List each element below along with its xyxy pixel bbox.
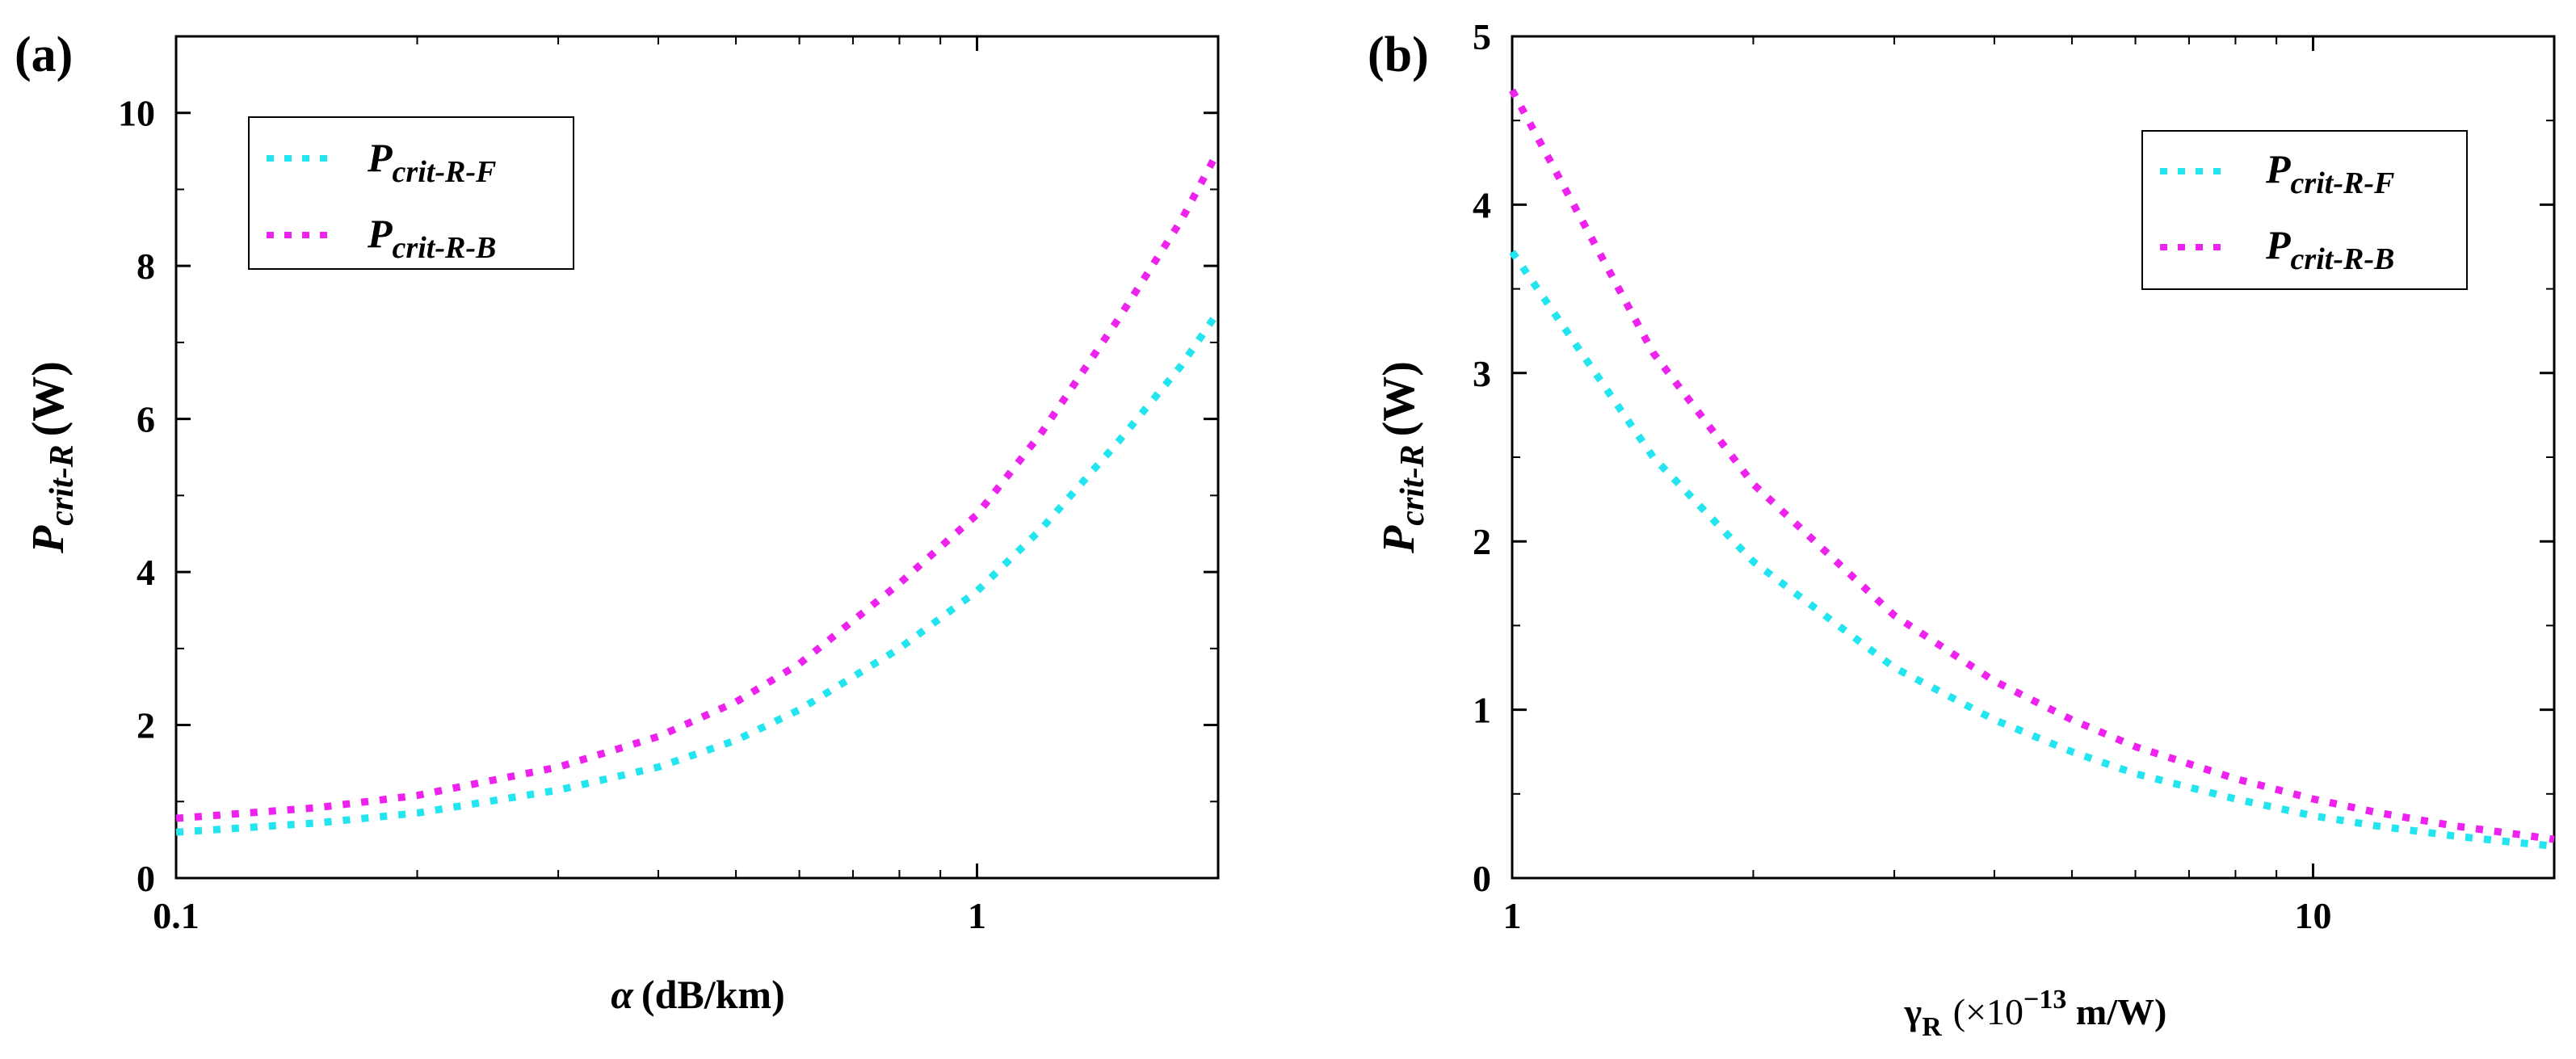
panel-label-a: (a): [15, 27, 73, 82]
curves-a: [175, 149, 1221, 836]
y-tick-label: 5: [1473, 16, 1491, 57]
y-tick-label: 2: [1473, 521, 1491, 562]
legend-label-a-f: Pcrit-R-F: [367, 135, 496, 189]
y-tick-label: 10: [118, 93, 155, 134]
y-tick-label: 3: [1473, 353, 1491, 394]
xlabel-b: γR (×10−13 m/W): [1904, 985, 2167, 1042]
panel-label-b: (b): [1368, 27, 1429, 82]
series-line-a-0: [175, 309, 1221, 836]
legend-a: Pcrit-R-F Pcrit-R-B: [248, 116, 574, 270]
legend-box-a: [248, 116, 574, 270]
series-line-b-1: [1509, 88, 2555, 843]
x-tick-label: 1: [968, 895, 986, 936]
legend-b: Pcrit-R-F Pcrit-R-B: [2141, 130, 2468, 290]
ylabel-b: Pcrit-R(W): [1374, 361, 1431, 554]
y-tick-label: 1: [1473, 690, 1491, 731]
y-tick-label: 6: [137, 399, 155, 440]
y-tick-label: 4: [137, 552, 155, 593]
y-tick-label: 0: [1473, 858, 1491, 899]
curves-b: [1509, 88, 2555, 850]
ylabel-a: Pcrit-R(W): [23, 361, 81, 554]
series-line-b-0: [1509, 250, 2555, 850]
legend-box-b: [2141, 130, 2468, 290]
x-tick-label: 1: [1503, 895, 1522, 936]
plot-frame-a: [174, 35, 1220, 880]
legend-label-b-b: Pcrit-R-B: [2265, 222, 2394, 276]
legend-label-b-f: Pcrit-R-F: [2265, 146, 2394, 200]
y-tick-label: 8: [137, 246, 155, 287]
x-tick-label: 10: [2295, 895, 2332, 936]
y-tick-label: 4: [1473, 184, 1491, 225]
xlabel-a: α (dB/km): [611, 972, 784, 1017]
y-tick-label: 0: [137, 858, 155, 899]
series-line-a-1: [175, 149, 1221, 822]
x-tick-label: 0.1: [153, 895, 200, 936]
y-tick-label: 2: [137, 705, 155, 746]
legend-label-a-b: Pcrit-R-B: [367, 211, 496, 265]
